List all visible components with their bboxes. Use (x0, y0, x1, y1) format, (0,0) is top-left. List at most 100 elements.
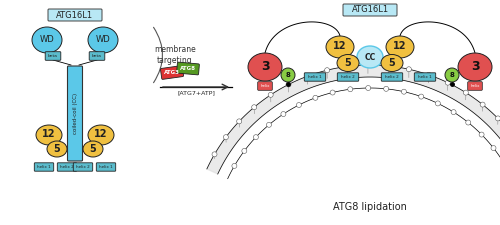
Text: helix 2: helix 2 (60, 165, 74, 169)
Text: 12: 12 (94, 129, 108, 139)
Ellipse shape (418, 94, 424, 99)
Ellipse shape (324, 68, 330, 73)
FancyBboxPatch shape (304, 73, 326, 81)
FancyBboxPatch shape (258, 82, 272, 90)
Ellipse shape (357, 46, 383, 68)
Text: helix 2: helix 2 (385, 75, 399, 79)
Text: helix 1: helix 1 (308, 75, 322, 79)
Ellipse shape (496, 116, 500, 121)
Ellipse shape (236, 119, 242, 124)
Ellipse shape (305, 74, 310, 79)
Ellipse shape (451, 110, 456, 115)
Text: ATG3: ATG3 (164, 70, 180, 75)
Ellipse shape (348, 87, 353, 92)
Ellipse shape (254, 135, 258, 140)
Text: beta: beta (48, 54, 58, 58)
Ellipse shape (402, 89, 406, 94)
Text: ATG8 lipidation: ATG8 lipidation (333, 202, 407, 212)
Ellipse shape (268, 92, 273, 97)
Text: helix: helix (470, 84, 480, 88)
Ellipse shape (480, 102, 485, 107)
Text: 8: 8 (450, 72, 454, 78)
Text: helix 1: helix 1 (418, 75, 432, 79)
Ellipse shape (406, 67, 412, 72)
FancyBboxPatch shape (96, 163, 116, 171)
Ellipse shape (330, 90, 335, 95)
Text: beta: beta (92, 54, 102, 58)
Text: 12: 12 (333, 41, 347, 51)
Polygon shape (207, 65, 500, 174)
Ellipse shape (446, 80, 450, 85)
Ellipse shape (466, 120, 470, 125)
Ellipse shape (436, 101, 440, 106)
FancyBboxPatch shape (338, 73, 358, 81)
Ellipse shape (232, 163, 237, 168)
Text: CC: CC (364, 52, 376, 61)
Ellipse shape (313, 95, 318, 100)
Ellipse shape (88, 125, 114, 145)
Text: 5: 5 (54, 144, 60, 154)
Text: coiled-coil (CC): coiled-coil (CC) (72, 93, 78, 134)
Ellipse shape (426, 72, 431, 77)
Text: ATG16L1: ATG16L1 (352, 5, 389, 14)
Ellipse shape (337, 54, 359, 72)
Ellipse shape (381, 54, 403, 72)
Ellipse shape (281, 112, 286, 117)
FancyBboxPatch shape (89, 52, 105, 60)
Text: 12: 12 (393, 41, 407, 51)
Ellipse shape (384, 86, 388, 91)
Ellipse shape (386, 63, 391, 68)
FancyBboxPatch shape (34, 163, 54, 171)
Ellipse shape (386, 36, 414, 58)
FancyBboxPatch shape (74, 163, 92, 171)
Text: 3: 3 (260, 61, 270, 74)
Ellipse shape (224, 135, 228, 140)
Text: ATG16L1: ATG16L1 (56, 11, 94, 20)
FancyBboxPatch shape (343, 4, 397, 16)
Text: [ATG7+ATP]: [ATG7+ATP] (177, 90, 215, 95)
Text: membrane
targeting: membrane targeting (154, 45, 196, 65)
Text: 8: 8 (286, 72, 290, 78)
Ellipse shape (281, 68, 295, 82)
Ellipse shape (248, 53, 282, 81)
Text: 5: 5 (388, 58, 396, 68)
Ellipse shape (32, 27, 62, 53)
Ellipse shape (366, 63, 370, 68)
Text: helix 1: helix 1 (37, 165, 51, 169)
Text: ATG8: ATG8 (180, 66, 196, 71)
Text: 12: 12 (42, 129, 56, 139)
FancyBboxPatch shape (48, 9, 102, 21)
Text: 5: 5 (344, 58, 352, 68)
Text: helix 1: helix 1 (99, 165, 113, 169)
Ellipse shape (212, 152, 217, 157)
FancyBboxPatch shape (176, 62, 200, 75)
FancyBboxPatch shape (58, 163, 76, 171)
Ellipse shape (242, 148, 247, 153)
Ellipse shape (491, 146, 496, 151)
Ellipse shape (286, 82, 291, 87)
Ellipse shape (47, 141, 67, 157)
Text: WD: WD (96, 36, 110, 45)
FancyBboxPatch shape (468, 82, 482, 90)
Ellipse shape (345, 64, 350, 69)
Ellipse shape (296, 103, 302, 108)
Text: WD: WD (40, 36, 54, 45)
Ellipse shape (266, 122, 272, 127)
Ellipse shape (36, 125, 62, 145)
Text: 5: 5 (90, 144, 96, 154)
Text: 3: 3 (470, 61, 480, 74)
Text: helix: helix (260, 84, 270, 88)
Ellipse shape (366, 86, 370, 90)
Ellipse shape (445, 68, 459, 82)
FancyBboxPatch shape (414, 73, 436, 81)
Ellipse shape (458, 53, 492, 81)
FancyBboxPatch shape (382, 73, 402, 81)
Text: helix 2: helix 2 (341, 75, 355, 79)
FancyBboxPatch shape (68, 66, 82, 161)
Ellipse shape (464, 90, 468, 95)
Ellipse shape (326, 36, 354, 58)
Ellipse shape (479, 132, 484, 137)
Ellipse shape (252, 105, 256, 110)
Ellipse shape (83, 141, 103, 157)
Text: helix 2: helix 2 (76, 165, 90, 169)
